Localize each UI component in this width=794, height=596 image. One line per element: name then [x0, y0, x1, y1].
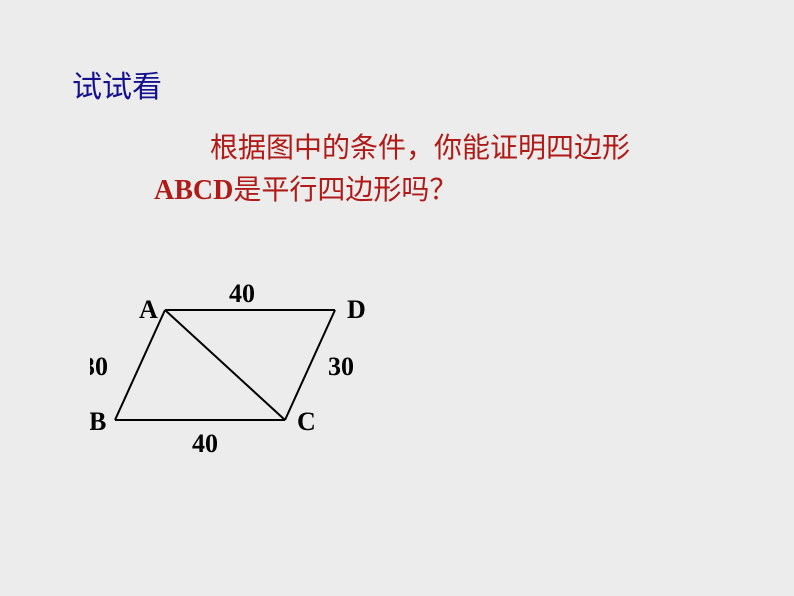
- edge-label-AD: 40: [229, 279, 255, 308]
- title-text: 试试看: [72, 71, 162, 104]
- vertex-label-B: B: [90, 407, 106, 436]
- edge-BA: [115, 310, 165, 420]
- section-title: 试试看: [72, 62, 162, 106]
- edge-label-DC: 30: [328, 352, 354, 381]
- edge-AC-diagonal: [165, 310, 285, 420]
- question-text: 根据图中的条件，你能证明四边形 ABCD是平行四边形吗？: [154, 128, 630, 212]
- question-line-1: 根据图中的条件，你能证明四边形: [154, 128, 630, 170]
- diagram-edges: [115, 310, 335, 420]
- vertex-label-C: C: [297, 407, 316, 436]
- question-line-2: ABCD是平行四边形吗？: [154, 170, 630, 212]
- diagram-svg: A D B C 40 30 40 30: [90, 270, 430, 490]
- vertex-label-D: D: [347, 295, 366, 324]
- parallelogram-diagram: A D B C 40 30 40 30: [90, 270, 430, 490]
- question-line1-pre: 根据图中的条件，你能证明四边形: [210, 133, 630, 164]
- vertex-label-A: A: [139, 295, 158, 324]
- edge-label-CB: 40: [192, 429, 218, 458]
- abcd-label: ABCD: [154, 175, 233, 206]
- edge-label-BA: 30: [90, 352, 108, 381]
- question-line2-rest: 是平行四边形吗？: [233, 175, 457, 206]
